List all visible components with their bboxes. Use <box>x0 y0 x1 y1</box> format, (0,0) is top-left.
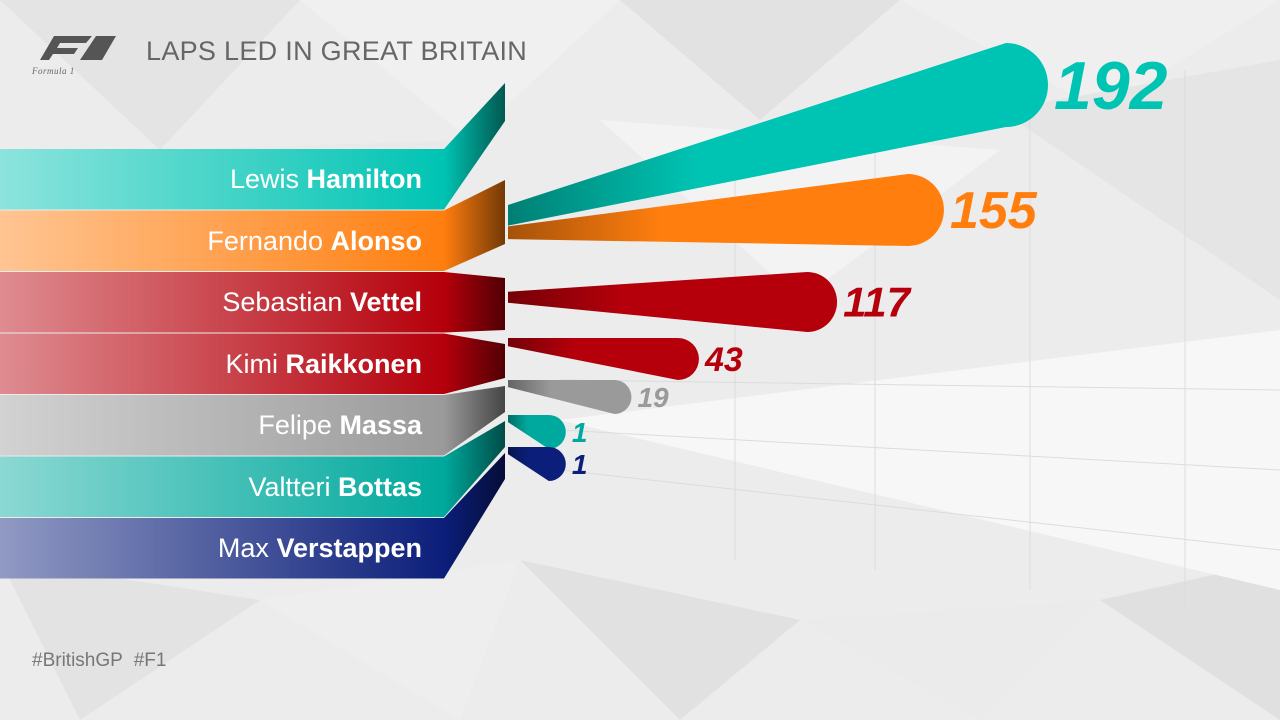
row-band <box>0 272 444 333</box>
data-label: 19 <box>637 382 669 413</box>
bar <box>508 272 838 332</box>
logo-text: Formula 1 <box>32 66 75 76</box>
row-band <box>0 149 444 210</box>
bar <box>508 415 566 449</box>
connector <box>444 386 505 456</box>
row-band <box>0 333 444 394</box>
row-band <box>0 395 444 456</box>
connector <box>444 83 505 210</box>
bar <box>508 43 1048 226</box>
connector <box>444 180 505 271</box>
data-label: 192 <box>1054 48 1168 124</box>
row-band <box>0 518 444 579</box>
f1-logo <box>40 36 116 60</box>
row-band <box>0 456 444 517</box>
data-label: 1 <box>572 417 588 448</box>
bar <box>508 174 944 246</box>
data-label: 1 <box>572 449 588 480</box>
chart-title: LAPS LED IN GREAT BRITAIN <box>146 36 528 66</box>
bar <box>508 338 699 380</box>
bar <box>508 380 632 414</box>
row-band <box>0 210 444 271</box>
data-label: 155 <box>950 182 1038 240</box>
hashtags: #BritishGP #F1 <box>32 650 167 671</box>
bar <box>508 447 566 481</box>
connector <box>444 453 505 579</box>
connector <box>444 272 505 333</box>
connector <box>444 333 505 394</box>
data-label: 117 <box>843 279 912 326</box>
data-label: 43 <box>704 341 743 379</box>
connector <box>444 421 505 517</box>
